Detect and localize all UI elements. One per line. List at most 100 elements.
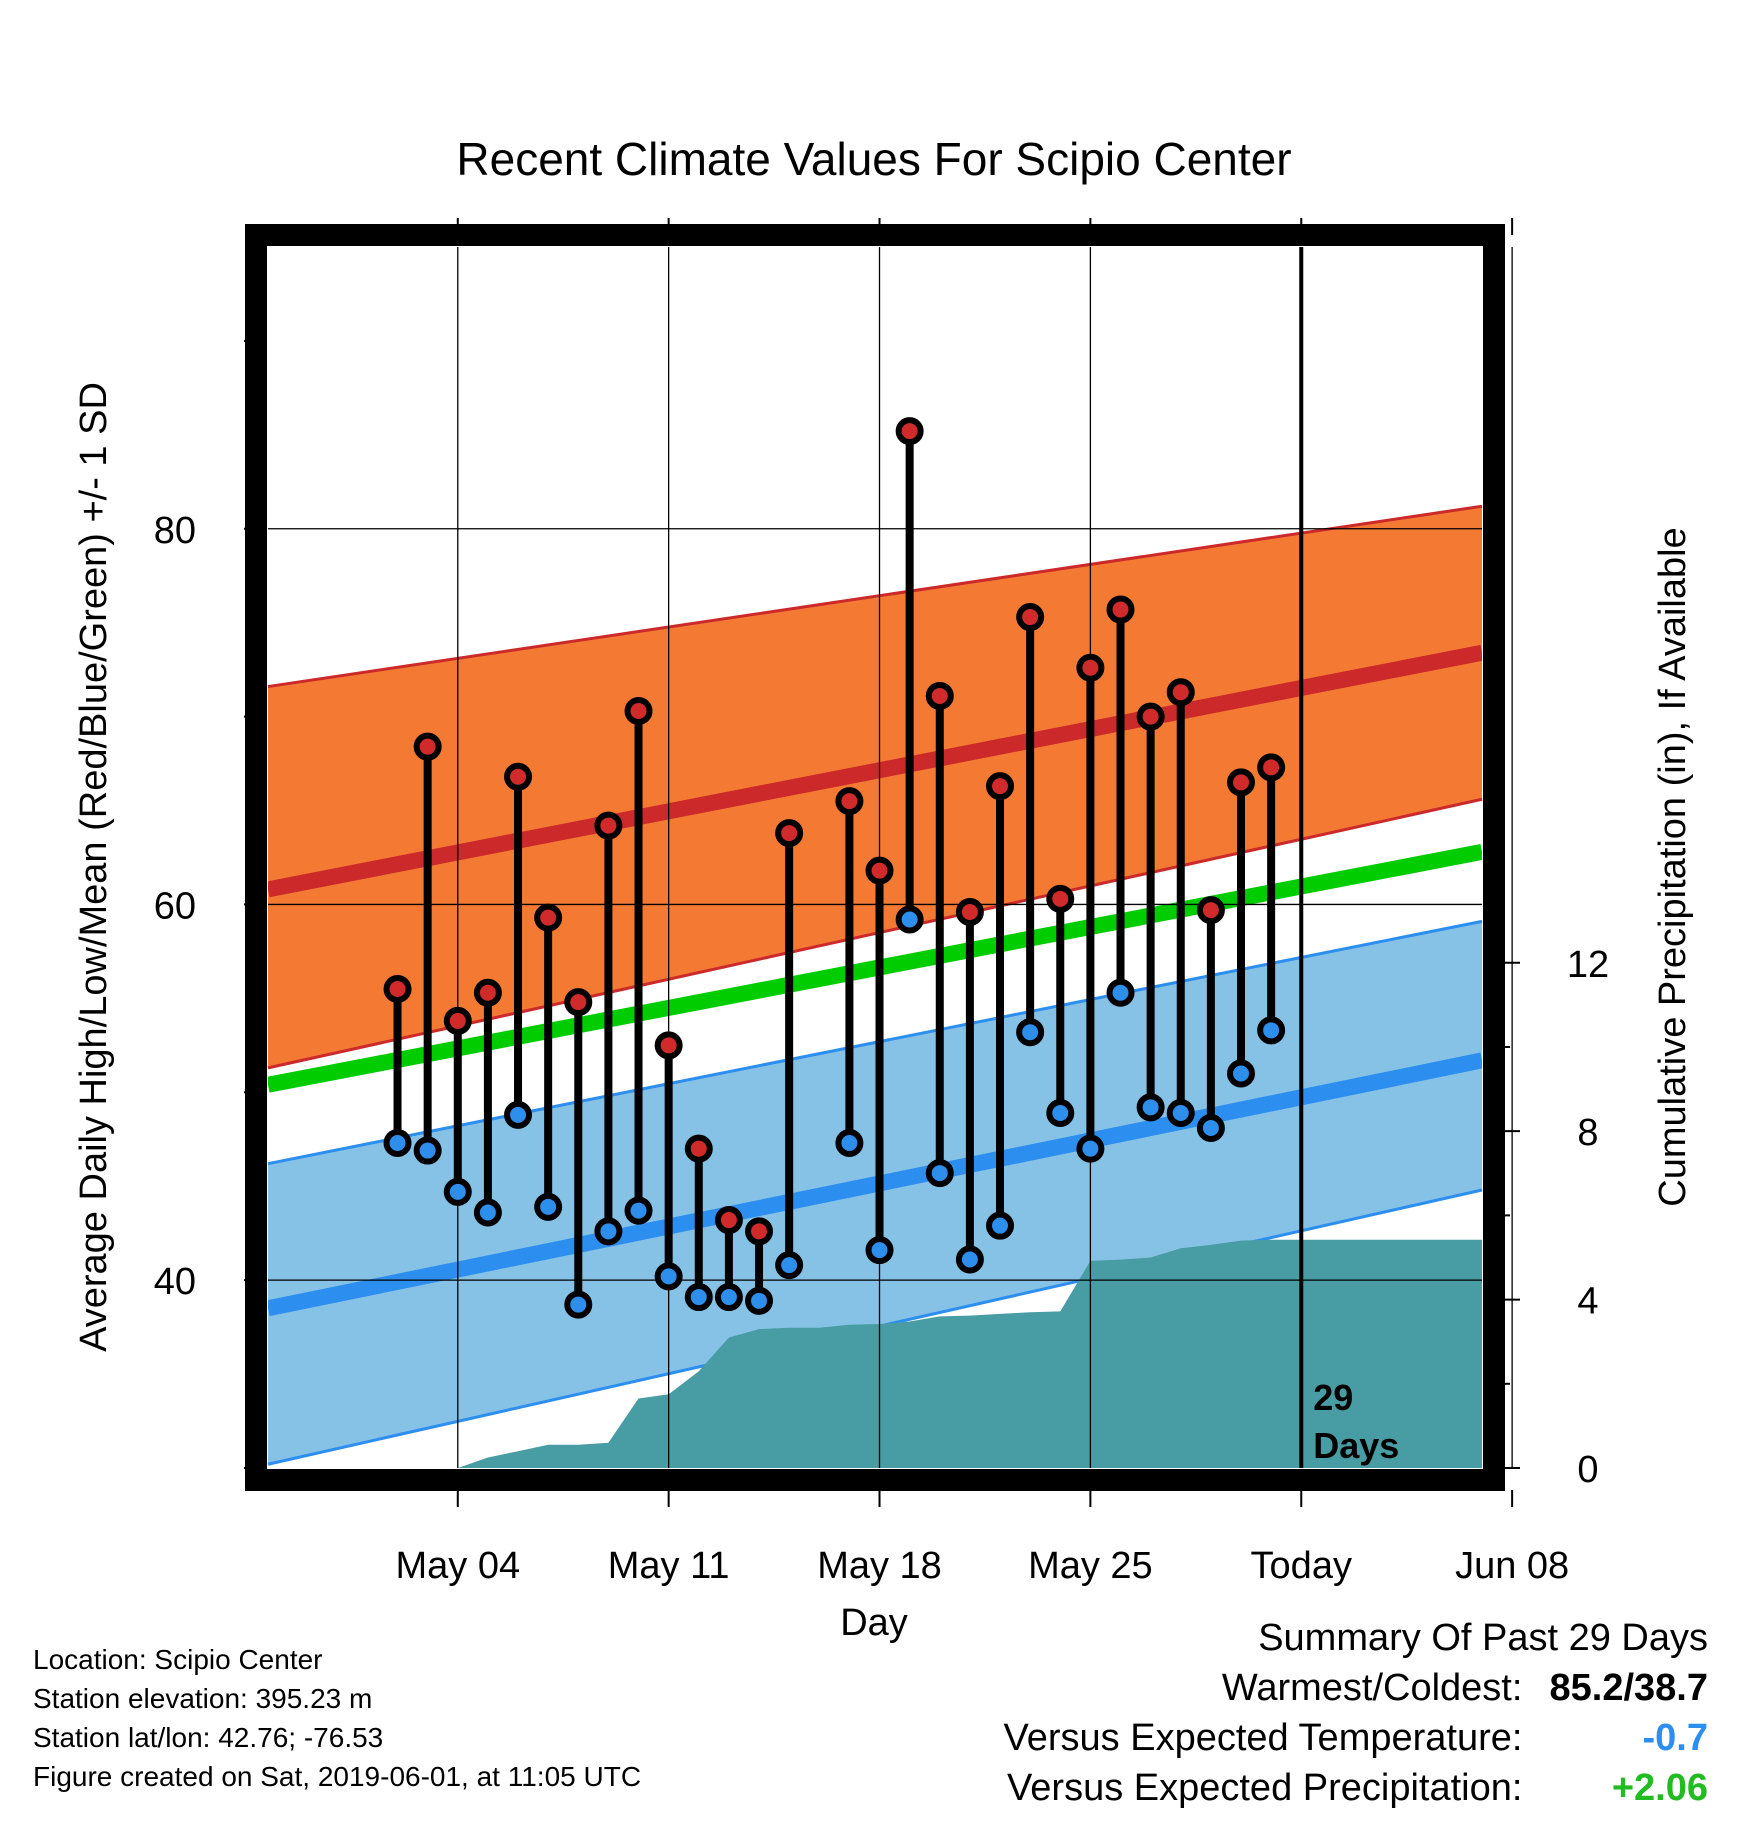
daily-low-point xyxy=(443,1177,472,1206)
daily-high-point xyxy=(473,978,502,1007)
cumulative-precip-area xyxy=(457,1239,1482,1468)
summary-row-warm-cold: Warmest/Coldest: 85.2/38.7 xyxy=(1004,1667,1708,1717)
daily-high-point xyxy=(1076,653,1105,682)
daily-low-point xyxy=(1136,1093,1165,1122)
today-annotation: 29 xyxy=(1313,1377,1353,1418)
daily-high-point xyxy=(955,897,984,926)
daily-high-point xyxy=(1196,896,1225,925)
summary-row-precip: Versus Expected Precipitation: +2.06 xyxy=(1004,1767,1708,1817)
daily-low-point xyxy=(1196,1113,1225,1142)
daily-high-point xyxy=(745,1217,774,1246)
daily-low-point xyxy=(473,1198,502,1227)
y-left-tick-label: 80 xyxy=(154,510,196,552)
summary-panel: Summary Of Past 29 Days Warmest/Coldest:… xyxy=(1004,1617,1708,1817)
daily-low-point xyxy=(564,1290,593,1319)
normal-mean-line xyxy=(268,844,1482,1093)
daily-low-point xyxy=(714,1283,743,1312)
precip-anomaly-value: +2.06 xyxy=(1611,1767,1708,1809)
elevation-text: Station elevation: 395.23 m xyxy=(33,1683,373,1714)
daily-high-point xyxy=(624,696,653,725)
daily-high-point xyxy=(654,1031,683,1060)
y-axis-right-title: Cumulative Precipitation (in), If Availa… xyxy=(1652,527,1694,1206)
y-right-tick-label: 0 xyxy=(1577,1449,1598,1491)
daily-high-point xyxy=(986,772,1015,801)
daily-low-point xyxy=(684,1283,713,1312)
daily-high-point xyxy=(504,762,533,791)
summary-heading: Summary Of Past 29 Days xyxy=(1258,1617,1708,1659)
daily-low-point xyxy=(1106,978,1135,1007)
daily-high-point xyxy=(1136,702,1165,731)
daily-high-point xyxy=(684,1134,713,1163)
latlon-text: Station lat/lon: 42.76; -76.53 xyxy=(33,1722,384,1753)
y-right-tick-label: 8 xyxy=(1577,1112,1598,1154)
daily-high-point xyxy=(443,1006,472,1035)
daily-low-point xyxy=(955,1245,984,1274)
daily-low-point xyxy=(504,1100,533,1129)
daily-high-point xyxy=(1016,603,1045,632)
daily-low-point xyxy=(624,1196,653,1225)
daily-high-point xyxy=(534,903,563,932)
normal-high-band xyxy=(268,506,1482,1068)
daily-low-point xyxy=(534,1192,563,1221)
daily-low-point xyxy=(594,1217,623,1246)
daily-low-point xyxy=(1076,1134,1105,1163)
plot-area: May 04 May 11 May 18 May 25 Today Jun 0880604… xyxy=(154,218,1609,1587)
summary-row-temp: Versus Expected Temperature: -0.7 xyxy=(1004,1717,1708,1767)
x-tick-label: May 04 xyxy=(395,1545,520,1587)
daily-high-point xyxy=(865,856,894,885)
daily-low-point xyxy=(654,1262,683,1291)
daily-low-point xyxy=(865,1236,894,1265)
y-left-tick-label: 40 xyxy=(154,1261,196,1303)
x-tick-label: Today xyxy=(1251,1545,1352,1587)
daily-high-point xyxy=(1166,678,1195,707)
daily-low-point xyxy=(1016,1018,1045,1047)
created-text: Figure created on Sat, 2019-06-01, at 11… xyxy=(33,1761,642,1792)
daily-high-point xyxy=(413,732,442,761)
warm-cold-label: Warmest/Coldest: xyxy=(1221,1667,1523,1709)
precip-anomaly-label: Versus Expected Precipitation: xyxy=(1007,1767,1523,1809)
warm-cold-value: 85.2/38.7 xyxy=(1549,1667,1708,1709)
daily-high-point xyxy=(1046,884,1075,913)
x-tick-label: May 25 xyxy=(1028,1545,1153,1587)
y-axis-left-title: Average Daily High/Low/Mean (Red/Blue/Gr… xyxy=(73,382,115,1352)
daily-low-point xyxy=(1257,1016,1286,1045)
normal-low-line xyxy=(268,1052,1482,1317)
y-right-tick-label: 12 xyxy=(1567,944,1609,986)
daily-low-point xyxy=(383,1129,412,1158)
daily-low-point xyxy=(925,1159,954,1188)
daily-low-point xyxy=(745,1286,774,1315)
plot-frame xyxy=(245,224,1505,1491)
daily-low-point xyxy=(895,905,924,934)
daily-low-point xyxy=(1166,1098,1195,1127)
temp-anomaly-label: Versus Expected Temperature: xyxy=(1003,1717,1523,1759)
normal-low-band-upper-edge xyxy=(267,919,1483,1166)
normal-high-band-upper-edge xyxy=(267,504,1483,689)
daily-high-point xyxy=(925,681,954,710)
station-info: Location: Scipio Center Station elevatio… xyxy=(33,1640,641,1796)
x-tick-label: May 11 xyxy=(608,1545,730,1587)
location-text: Location: Scipio Center xyxy=(33,1644,323,1675)
daily-high-point xyxy=(564,988,593,1017)
daily-low-point xyxy=(1227,1059,1256,1088)
daily-high-point xyxy=(835,787,864,816)
daily-high-point xyxy=(714,1206,743,1235)
chart-title: Recent Climate Values For Scipio Center xyxy=(456,133,1291,185)
daily-high-point xyxy=(1106,595,1135,624)
daily-low-point xyxy=(986,1211,1015,1240)
today-annotation: Days xyxy=(1313,1425,1399,1466)
daily-high-point xyxy=(383,974,412,1003)
daily-low-point xyxy=(835,1129,864,1158)
daily-low-point xyxy=(1046,1098,1075,1127)
x-tick-label: May 18 xyxy=(817,1545,942,1587)
daily-high-point xyxy=(895,417,924,446)
x-tick-label: Jun 08 xyxy=(1455,1545,1569,1587)
daily-high-point xyxy=(1257,753,1286,782)
daily-low-point xyxy=(775,1251,804,1280)
daily-high-point xyxy=(1227,768,1256,797)
y-left-tick-label: 60 xyxy=(154,885,196,927)
y-right-tick-label: 4 xyxy=(1577,1281,1598,1323)
x-axis-title: Day xyxy=(840,1602,908,1644)
daily-high-point xyxy=(594,811,623,840)
normal-high-line xyxy=(268,644,1482,898)
